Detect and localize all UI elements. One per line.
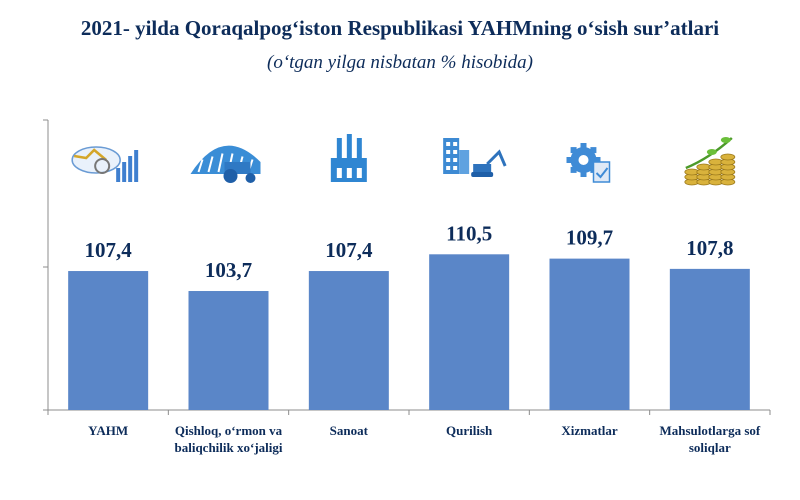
bar bbox=[68, 271, 149, 410]
icon-window bbox=[453, 142, 458, 146]
icon-window bbox=[336, 168, 342, 178]
icon-excavator-body bbox=[473, 164, 492, 172]
category-label: YAHM bbox=[48, 422, 168, 439]
category-label: Sanoat bbox=[289, 422, 409, 439]
icon-magnifier bbox=[94, 158, 111, 174]
icon-window bbox=[446, 158, 451, 162]
category-label-line: Xizmatlar bbox=[561, 423, 618, 438]
icon-furrow bbox=[207, 156, 214, 173]
icon-gear-hole bbox=[578, 155, 589, 165]
category-label-line: YAHM bbox=[88, 423, 129, 438]
icon-window bbox=[453, 150, 458, 154]
icon-gear-tooth bbox=[580, 143, 587, 149]
icon-gear-tooth bbox=[594, 157, 601, 163]
category-label: Mahsulotlarga sof soliqlar bbox=[650, 422, 770, 456]
category-label: Qurilish bbox=[409, 422, 529, 439]
category-label-line: baliqchilik xo‘jaligi bbox=[174, 440, 283, 455]
category-label-line: Sanoat bbox=[329, 423, 368, 438]
icon-window bbox=[356, 168, 362, 178]
data-label: 107,4 bbox=[325, 238, 373, 262]
icon-window bbox=[453, 166, 458, 170]
icon-doc bbox=[592, 161, 611, 183]
icon-chimney bbox=[356, 138, 362, 158]
icon-furrow bbox=[217, 153, 224, 173]
icon-furrow bbox=[197, 159, 204, 173]
icon-wheel bbox=[223, 169, 238, 183]
icon-bar bbox=[134, 150, 139, 182]
data-label: 103,7 bbox=[205, 258, 252, 282]
icon-window bbox=[446, 150, 451, 154]
category-label-line: soliqlar bbox=[688, 440, 731, 455]
icon-coin bbox=[720, 153, 736, 161]
icon-chimney bbox=[346, 134, 352, 158]
category-label: Qishloq, o‘rmon va baliqchilik xo‘jaligi bbox=[169, 422, 289, 456]
bar bbox=[308, 271, 389, 410]
icon-window bbox=[453, 158, 458, 162]
icon-trend bbox=[73, 148, 107, 161]
icon-bar bbox=[116, 168, 121, 182]
icon-window bbox=[346, 168, 352, 178]
icon-building bbox=[459, 150, 470, 174]
icon-check bbox=[595, 167, 609, 179]
icon-track bbox=[471, 172, 494, 177]
category-label-line: Qishloq, o‘rmon va bbox=[174, 423, 283, 438]
icon-chimney bbox=[336, 138, 342, 158]
data-label: 109,7 bbox=[566, 226, 613, 250]
icon-excavator-arm bbox=[486, 149, 507, 167]
icon-building bbox=[443, 138, 460, 174]
data-label: 110,5 bbox=[446, 221, 492, 245]
category-label-line: Mahsulotlarga sof bbox=[659, 423, 761, 438]
icon-gear-tooth bbox=[570, 166, 577, 173]
data-label: 107,4 bbox=[85, 238, 133, 262]
icon-gear-tooth bbox=[580, 171, 587, 177]
bar bbox=[669, 268, 750, 410]
data-label: 107,8 bbox=[686, 236, 733, 260]
icon-gear-tooth bbox=[566, 157, 573, 163]
icon-bar bbox=[122, 162, 127, 182]
chart-subtitle: (o‘tgan yilga nisbatan % hisobida) bbox=[267, 52, 533, 73]
icon-wheel bbox=[245, 173, 256, 183]
icon-leaf bbox=[706, 149, 717, 155]
bar bbox=[429, 254, 510, 410]
category-label-line: Qurilish bbox=[446, 423, 493, 438]
category-label: Xizmatlar bbox=[530, 422, 650, 439]
icon-window bbox=[446, 142, 451, 146]
chart-title: 2021- yilda Qoraqalpog‘iston Respublikas… bbox=[80, 16, 720, 40]
icon-window bbox=[446, 166, 451, 170]
bar bbox=[549, 258, 630, 410]
icon-gear-tooth bbox=[570, 147, 577, 154]
icon-gear-tooth bbox=[590, 147, 597, 154]
bar bbox=[188, 291, 269, 410]
icon-bar bbox=[128, 156, 133, 182]
icon-leaf bbox=[720, 137, 731, 143]
